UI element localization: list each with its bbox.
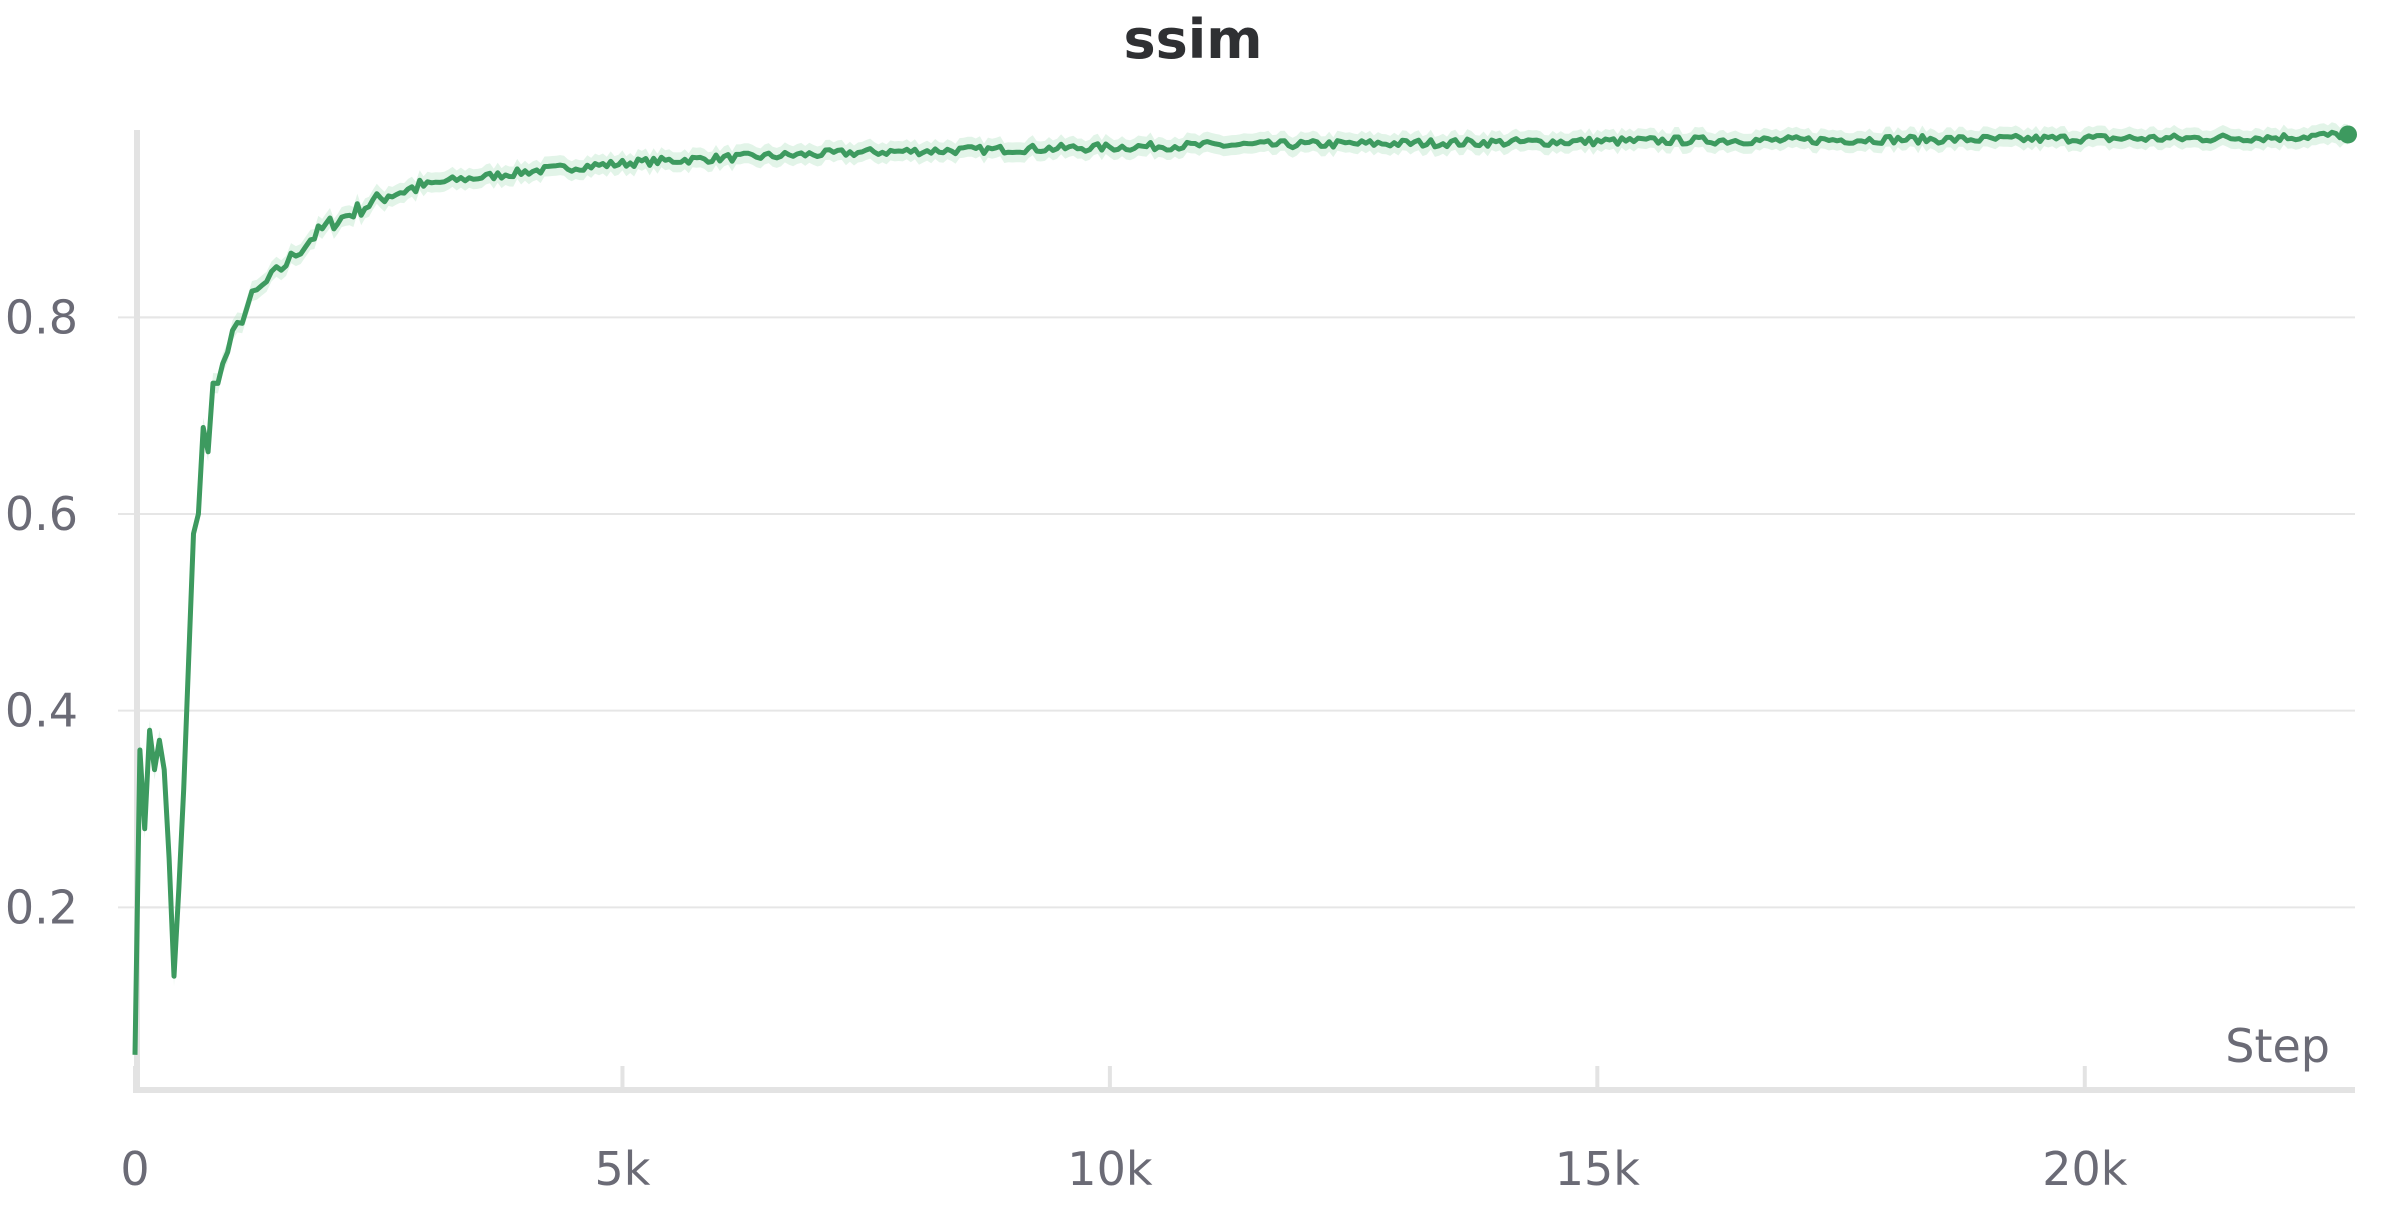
x-tick-label: 0 <box>120 1142 149 1196</box>
y-tick-label: 0.2 <box>5 880 78 934</box>
y-tick-label: 0.4 <box>5 684 78 738</box>
series-end-point <box>2339 125 2357 144</box>
tick-labels: 0.2 0.4 0.6 0.8 0 5k 10k 15k 20k <box>5 290 2128 1196</box>
x-tick-label: 20k <box>2042 1142 2128 1196</box>
y-tick-label: 0.6 <box>5 487 78 541</box>
series-line <box>132 129 2349 1055</box>
confidence-band <box>135 122 2348 1065</box>
x-axis-label: Step <box>2225 1019 2330 1073</box>
chart-title: ssim <box>1123 8 1263 71</box>
grid-lines <box>118 316 2355 909</box>
x-tick-label: 5k <box>594 1142 650 1196</box>
x-tick-label: 10k <box>1067 1142 1153 1196</box>
series-band <box>135 122 2348 1065</box>
y-tick-label: 0.8 <box>5 290 78 344</box>
x-tick-label: 15k <box>1555 1142 1641 1196</box>
axes <box>133 130 2355 1093</box>
series-line-group <box>132 125 2357 1055</box>
